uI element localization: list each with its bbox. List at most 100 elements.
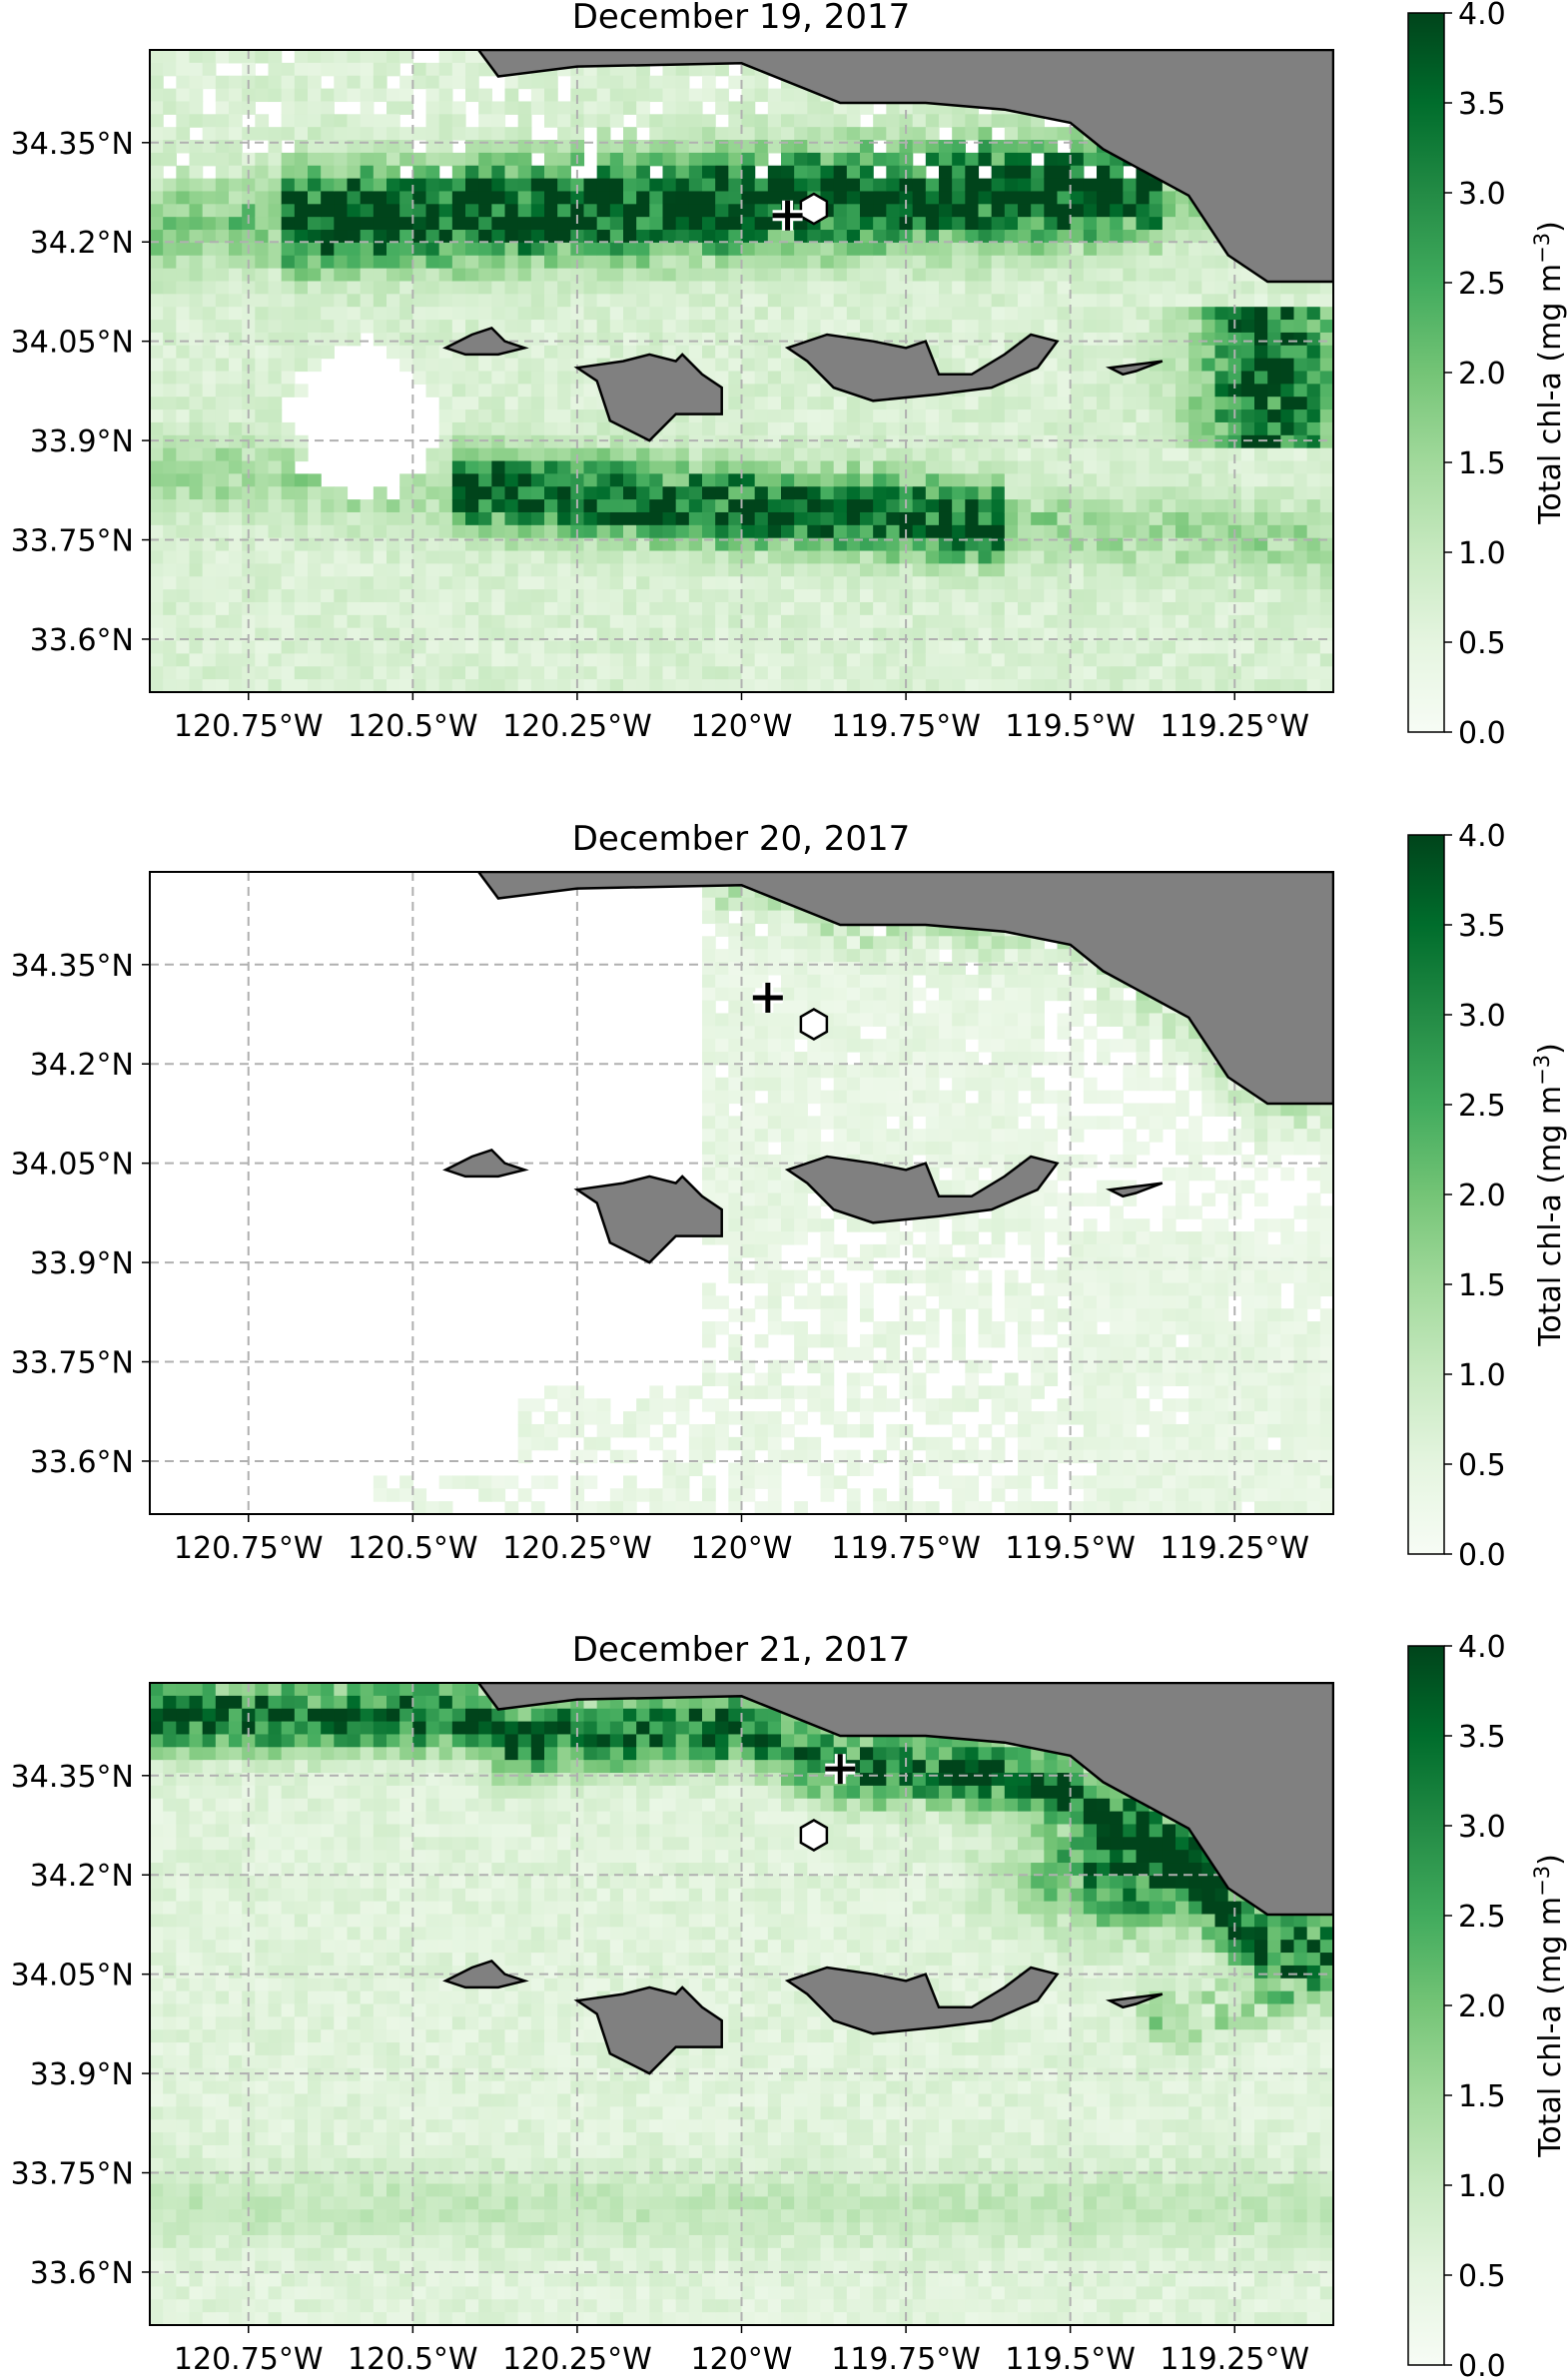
chl-a-cell	[754, 1116, 769, 1130]
chl-a-cell	[583, 281, 598, 295]
chl-a-cell	[807, 511, 822, 526]
chl-a-cell	[820, 653, 835, 667]
chl-a-cell	[807, 589, 822, 603]
chl-a-cell	[334, 268, 349, 283]
chl-a-cell	[741, 614, 756, 629]
chl-a-cell	[860, 666, 874, 680]
chl-a-cell	[781, 1398, 795, 1412]
chl-a-cell	[715, 1411, 729, 1425]
chl-a-cell	[163, 486, 177, 500]
chl-a-cell	[1070, 601, 1085, 616]
chl-a-cell	[978, 447, 993, 462]
chl-a-cell	[807, 614, 822, 629]
chl-a-cell	[150, 384, 164, 397]
chl-a-cell	[189, 447, 204, 462]
chl-a-cell	[767, 1475, 782, 1489]
chl-a-cell	[912, 589, 927, 603]
chl-a-cell	[623, 1411, 637, 1425]
chl-a-cell	[1044, 447, 1059, 462]
chl-a-cell	[1123, 679, 1138, 692]
chl-a-cell	[1319, 447, 1333, 462]
chl-a-cell	[1004, 640, 1019, 655]
chl-a-cell	[1306, 320, 1321, 334]
chl-a-cell	[215, 589, 230, 603]
chl-a-cell	[478, 666, 492, 680]
chl-a-cell	[1240, 434, 1255, 449]
chl-a-cell	[609, 601, 624, 616]
chl-a-cell	[215, 165, 230, 180]
chl-a-cell	[163, 434, 177, 449]
chl-a-cell	[150, 486, 164, 500]
chl-a-cell	[899, 550, 914, 564]
chl-a-cell	[1162, 550, 1176, 564]
chl-a-cell	[583, 576, 598, 590]
chl-a-cell	[438, 627, 453, 642]
chl-a-cell	[478, 217, 492, 231]
chl-a-cell	[860, 537, 874, 552]
chl-a-cell	[728, 486, 743, 500]
chl-a-cell	[860, 1000, 874, 1015]
chl-a-cell	[517, 75, 532, 90]
chl-a-cell	[1280, 627, 1295, 642]
chl-a-cell	[820, 576, 835, 590]
chl-a-cell	[1018, 281, 1032, 295]
chl-a-cell	[360, 255, 375, 270]
chl-a-cell	[1044, 524, 1059, 539]
chl-a-cell	[741, 1180, 756, 1194]
chl-a-cell	[833, 165, 848, 180]
chl-a-cell	[412, 332, 427, 347]
chl-a-cell	[478, 640, 492, 655]
chl-a-cell	[478, 1475, 492, 1489]
chl-a-cell	[1083, 217, 1098, 231]
chl-a-cell	[1070, 345, 1085, 360]
chl-a-cell	[1267, 537, 1281, 552]
chl-a-cell	[281, 294, 296, 308]
chl-a-cell	[176, 242, 191, 257]
chl-a-cell	[965, 421, 980, 436]
chl-a-cell	[583, 511, 598, 526]
chl-a-cell	[465, 358, 479, 373]
chl-a-cell	[846, 255, 861, 270]
chl-a-cell	[820, 614, 835, 629]
chl-a-cell	[268, 434, 283, 449]
chl-a-cell	[268, 127, 283, 141]
chl-a-cell	[860, 1090, 874, 1105]
chl-a-cell	[1018, 204, 1032, 218]
chl-a-cell	[334, 281, 349, 295]
chl-a-cell	[741, 397, 756, 410]
chl-a-cell	[176, 640, 191, 655]
chl-a-cell	[609, 511, 624, 526]
longitude-tick-label: 119.75°W	[831, 709, 981, 744]
chl-a-cell	[321, 511, 335, 526]
chl-a-cell	[360, 268, 375, 283]
chl-a-cell	[728, 923, 743, 937]
chl-a-cell	[1176, 486, 1189, 500]
chl-a-cell	[1214, 358, 1229, 373]
chl-a-cell	[451, 191, 466, 205]
chl-a-cell	[702, 1180, 716, 1194]
chl-a-cell	[1280, 281, 1295, 295]
chl-a-cell	[308, 114, 322, 128]
chl-a-cell	[846, 1103, 861, 1117]
chl-a-cell	[978, 230, 993, 244]
chl-a-cell	[530, 1501, 545, 1514]
chl-a-cell	[294, 358, 309, 373]
chl-a-cell	[912, 447, 927, 462]
chl-a-cell	[387, 640, 400, 655]
chl-a-cell	[150, 320, 164, 334]
chl-a-cell	[952, 614, 966, 629]
chl-a-cell	[688, 320, 703, 334]
chl-a-cell	[728, 75, 743, 90]
chl-a-cell	[491, 421, 506, 436]
chl-a-cell	[334, 666, 349, 680]
chl-a-cell	[229, 50, 243, 64]
chl-a-cell	[321, 127, 335, 141]
chl-a-cell	[662, 178, 677, 193]
chl-a-cell	[425, 486, 440, 500]
chl-a-cell	[846, 537, 861, 552]
chl-a-cell	[504, 307, 519, 321]
chl-a-cell	[176, 332, 191, 347]
chl-a-cell	[268, 294, 283, 308]
chl-a-cell	[715, 1039, 729, 1053]
